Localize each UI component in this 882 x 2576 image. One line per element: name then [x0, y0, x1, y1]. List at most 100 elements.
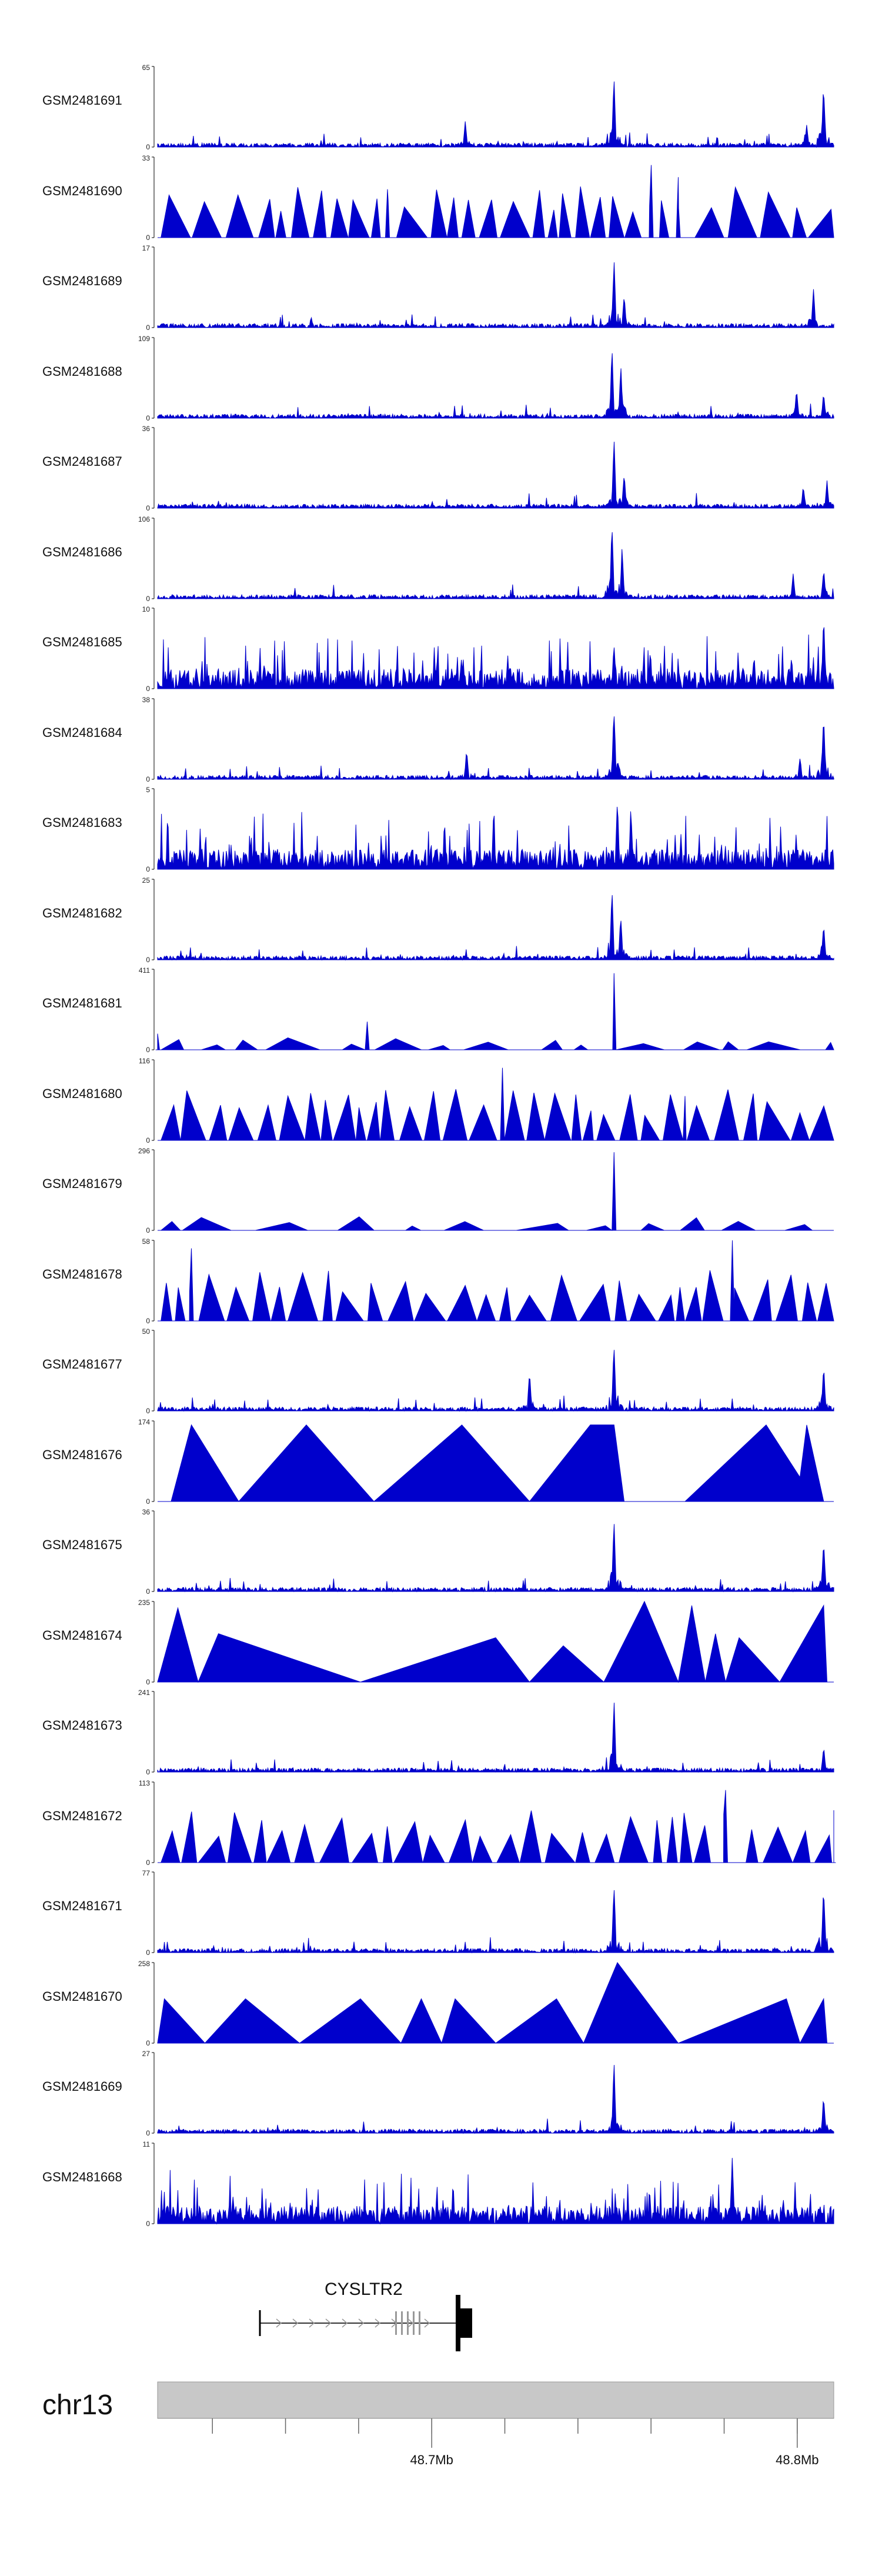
track-label: GSM2481669 — [42, 2079, 122, 2094]
track-label: GSM2481674 — [42, 1627, 122, 1643]
y-max-label: 235 — [138, 1600, 150, 1607]
signal-area — [157, 2065, 834, 2134]
track-plot: 109 0 — [138, 336, 834, 422]
y-min-label: 0 — [146, 1678, 150, 1686]
track-label: GSM2481681 — [42, 996, 122, 1010]
y-min-label: 0 — [146, 956, 150, 964]
signal-area — [157, 1890, 834, 1954]
y-min-label: 0 — [146, 414, 150, 422]
track-GSM2481668: GSM2481668 11 0 — [0, 2141, 882, 2233]
track-plot: 27 0 — [142, 2051, 834, 2137]
track-plot: 116 0 — [139, 1058, 834, 1144]
track-GSM2481678: GSM2481678 58 0 — [0, 1239, 882, 1330]
track-GSM2481673: GSM2481673 241 0 — [0, 1690, 882, 1781]
y-max-label: 36 — [142, 426, 151, 433]
track-label: GSM2481691 — [42, 93, 122, 108]
signal-area — [157, 716, 834, 780]
track-GSM2481683: GSM2481683 5 0 — [0, 787, 882, 878]
track-plot: 36 0 — [142, 426, 834, 512]
signal-area — [157, 1703, 834, 1773]
track-plot: 65 0 — [142, 65, 834, 151]
track-GSM2481669: GSM2481669 27 0 — [0, 2051, 882, 2142]
signal-area — [157, 532, 834, 600]
track-label: GSM2481668 — [42, 2169, 122, 2184]
y-min-label: 0 — [146, 1768, 150, 1776]
track-GSM2481670: GSM2481670 258 0 — [0, 1961, 882, 2052]
track-plot: 113 0 — [139, 1780, 836, 1867]
track-label: GSM2481672 — [42, 1808, 122, 1823]
signal-area — [158, 1790, 836, 1863]
track-GSM2481684: GSM2481684 38 0 — [0, 697, 882, 788]
y-min-label: 0 — [146, 233, 150, 242]
y-min-label: 0 — [146, 1587, 150, 1596]
track-label: GSM2481685 — [42, 635, 122, 649]
y-max-label: 109 — [138, 336, 150, 343]
track-GSM2481688: GSM2481688 109 0 — [0, 336, 882, 427]
y-min-label: 0 — [146, 2039, 150, 2047]
track-plot: 50 — [146, 787, 834, 873]
signal-area — [157, 262, 834, 329]
signal-area — [157, 1350, 834, 1412]
track-plot: 77 0 — [142, 1870, 834, 1957]
track-plot: 38 0 — [142, 697, 834, 783]
track-label: GSM2481675 — [42, 1537, 122, 1552]
track-plot: 106 0 — [138, 516, 834, 603]
track-label: GSM2481690 — [42, 183, 122, 198]
track-label: GSM2481678 — [42, 1266, 122, 1282]
y-max-label: 58 — [142, 1239, 151, 1246]
y-min-label: 0 — [146, 143, 150, 151]
track-label: GSM2481686 — [42, 544, 122, 559]
track-plot: 58 0 — [142, 1239, 834, 1325]
y-min-label: 0 — [146, 775, 150, 783]
track-GSM2481682: GSM2481682 25 0 — [0, 877, 882, 969]
track-label: GSM2481688 — [42, 363, 122, 379]
track-GSM2481687: GSM2481687 36 0 — [0, 426, 882, 517]
track-plot: 235 0 — [138, 1600, 834, 1686]
signal-area — [158, 165, 834, 238]
y-min-label: 0 — [146, 1407, 150, 1415]
track-plot: 25 0 — [142, 877, 834, 964]
track-label: GSM2481671 — [42, 1898, 122, 1913]
y-max-label: 5 — [146, 787, 150, 794]
track-GSM2481689: GSM2481689 17 0 — [0, 245, 882, 336]
signal-area — [157, 81, 834, 148]
y-min-label: 0 — [146, 595, 150, 603]
y-min-label: 0 — [146, 1858, 150, 1867]
signal-area — [157, 1524, 834, 1593]
y-max-label: 296 — [138, 1148, 150, 1155]
y-max-label: 10 — [142, 606, 151, 613]
y-max-label: 38 — [142, 697, 151, 704]
y-max-label: 241 — [138, 1690, 150, 1697]
y-max-label: 27 — [142, 2051, 151, 2058]
y-min-label: 0 — [146, 2129, 150, 2137]
signal-area — [158, 1424, 834, 1502]
y-min-label: 0 — [146, 323, 150, 332]
signal-area — [157, 806, 834, 870]
signal-area — [158, 1152, 834, 1231]
track-label: GSM2481677 — [42, 1357, 122, 1372]
track-plot: 11 0 — [143, 2141, 834, 2228]
y-max-label: 65 — [142, 65, 151, 72]
y-max-label: 116 — [139, 1058, 150, 1065]
track-label: GSM2481689 — [42, 273, 122, 288]
y-max-label: 33 — [142, 155, 151, 162]
y-max-label: 113 — [139, 1780, 150, 1787]
track-GSM2481672: GSM2481672 113 0 — [0, 1780, 882, 1871]
signal-area — [157, 442, 834, 509]
signal-area — [157, 1961, 834, 2044]
gene-name-label: CYSLTR2 — [325, 2280, 403, 2299]
track-plot: 241 0 — [138, 1690, 834, 1776]
y-max-label: 77 — [142, 1870, 151, 1877]
track-GSM2481690: GSM2481690 33 0 — [0, 155, 882, 246]
y-min-label: 0 — [146, 685, 150, 693]
track-GSM2481676: GSM2481676 174 0 — [0, 1419, 882, 1510]
track-GSM2481680: GSM2481680 116 0 — [0, 1058, 882, 1149]
track-plot: 17 0 — [142, 245, 834, 332]
track-label: GSM2481670 — [42, 1988, 122, 2004]
track-plot: 36 0 — [142, 1509, 834, 1596]
y-min-label: 0 — [146, 865, 150, 873]
track-plot: 50 0 — [142, 1329, 834, 1415]
track-label: GSM2481682 — [42, 905, 122, 920]
track-GSM2481691: GSM2481691 65 0 — [0, 65, 882, 156]
